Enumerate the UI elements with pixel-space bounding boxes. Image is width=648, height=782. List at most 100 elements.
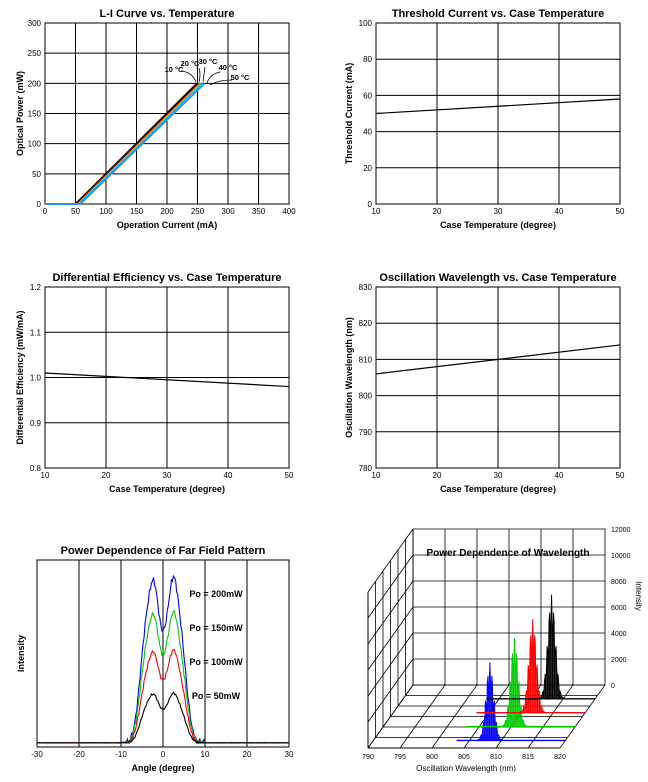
- y-tick-label: 100: [359, 19, 373, 28]
- x-tick-label: 30: [163, 471, 172, 480]
- y-tick-label: 80: [363, 55, 372, 64]
- x-tick-label: 40: [555, 207, 564, 216]
- x-tick-label: 20: [433, 471, 442, 480]
- y-tick-label: 780: [359, 464, 373, 473]
- x-tick-label: 150: [130, 207, 144, 216]
- chart-title: Power Dependence of Wavelength: [427, 548, 590, 559]
- threshold-series-line: [375, 98, 621, 115]
- y-tick-label: 50: [32, 170, 41, 179]
- y-tick-label: 100: [28, 140, 42, 149]
- series-label: Po = 200mW: [189, 589, 243, 599]
- series-label: 10 °C: [165, 65, 184, 74]
- li-series-line: [45, 82, 206, 205]
- x-tick-label: 10: [41, 471, 50, 480]
- x-tick-label: -20: [73, 750, 85, 759]
- y-tick-label: 790: [359, 428, 373, 437]
- chart-oscillation-wavelength: Oscillation Wavelength vs. Case Temperat…: [344, 272, 625, 494]
- series-label: 20 °C: [181, 59, 200, 68]
- z-tick-label: 6000: [611, 605, 627, 612]
- y-tick-label: 1.2: [30, 283, 42, 292]
- x-tick-label: 805: [458, 754, 470, 761]
- y-tick-label: 40: [363, 128, 372, 137]
- y-tick-label: 1.0: [30, 374, 42, 383]
- x-tick-label: 50: [285, 471, 294, 480]
- z-tick-label: 0: [611, 683, 615, 690]
- x-axis-label: Oscillation Wavelength (nm): [416, 764, 516, 773]
- z-tick-label: 2000: [611, 657, 627, 664]
- y-axis-label: Threshold Current (mA): [344, 63, 354, 165]
- x-axis-label: Case Temperature (degree): [440, 484, 556, 494]
- x-tick-label: 20: [243, 750, 252, 759]
- spectrum-envelope: [500, 638, 528, 727]
- z-axis-label: Intensity: [634, 581, 643, 611]
- series-label: Po = 50mW: [192, 691, 241, 701]
- y-tick-label: 800: [359, 392, 373, 401]
- wavelength-series-line: [375, 344, 621, 375]
- x-axis-label: Case Temperature (degree): [440, 220, 556, 230]
- chart-li-curve: L-I Curve vs. Temperature 0 50 100 150 200 250…: [15, 8, 296, 230]
- x-tick-label: 795: [394, 754, 406, 761]
- x-tick-label: 0: [161, 750, 166, 759]
- y-tick-label: 0: [37, 200, 42, 209]
- y-tick-label: 200: [28, 79, 42, 88]
- chart-wavelength-spectrum-3d: Power Dependence of Wavelength 0 2000 4000 6…: [362, 527, 643, 773]
- x-tick-label: 50: [71, 207, 80, 216]
- chart-threshold-current: Threshold Current vs. Case Temperature 10…: [344, 8, 625, 230]
- z-tick-label: 8000: [611, 579, 627, 586]
- chart-title: L-I Curve vs. Temperature: [100, 8, 235, 20]
- y-axis-label: Optical Power (mW): [15, 71, 25, 156]
- y-tick-label: 300: [28, 19, 42, 28]
- x-tick-label: 30: [494, 471, 503, 480]
- z-tick-label: 4000: [611, 631, 627, 638]
- efficiency-series-line: [44, 372, 290, 388]
- x-tick-label: 820: [554, 754, 566, 761]
- x-tick-label: 800: [426, 754, 438, 761]
- x-tick-label: 20: [102, 471, 111, 480]
- far-field-series-line: [37, 691, 290, 744]
- x-tick-label: 0: [43, 207, 48, 216]
- x-tick-label: 300: [221, 207, 235, 216]
- x-tick-label: 50: [616, 207, 625, 216]
- series-label: 50 °C: [231, 73, 250, 82]
- x-tick-label: 790: [362, 754, 374, 761]
- x-tick-label: 10: [372, 471, 381, 480]
- y-tick-label: 810: [359, 355, 373, 364]
- y-tick-label: 250: [28, 49, 42, 58]
- x-tick-label: 40: [555, 471, 564, 480]
- x-tick-label: 100: [99, 207, 113, 216]
- y-tick-label: 830: [359, 283, 373, 292]
- x-axis-label: Case Temperature (degree): [109, 484, 225, 494]
- y-tick-label: 0.9: [30, 419, 42, 428]
- x-axis-label: Angle (degree): [131, 763, 194, 773]
- x-tick-label: 30: [494, 207, 503, 216]
- y-tick-label: 0.8: [30, 464, 42, 473]
- chart-title: Differential Efficiency vs. Case Tempera…: [52, 272, 281, 284]
- chart-title: Oscillation Wavelength vs. Case Temperat…: [379, 272, 616, 284]
- chart-title: Power Dependence of Far Field Pattern: [61, 545, 266, 557]
- x-tick-label: -30: [31, 750, 43, 759]
- x-tick-label: 20: [433, 207, 442, 216]
- x-axis-label: Operation Current (mA): [117, 220, 218, 230]
- x-tick-label: 810: [490, 754, 502, 761]
- y-axis-label: Intensity: [16, 635, 26, 672]
- z-tick-label: 12000: [611, 527, 631, 534]
- x-tick-label: 400: [282, 207, 296, 216]
- y-tick-label: 1.1: [30, 328, 42, 337]
- y-tick-label: 820: [359, 319, 373, 328]
- y-axis-label: Oscillation Wavelength (nm): [344, 317, 354, 438]
- y-axis-label: Differential Efficiency (mW/mA): [15, 310, 25, 444]
- spectrum-envelope: [537, 594, 566, 700]
- y-tick-label: 20: [363, 164, 372, 173]
- series-label: 30 °C: [199, 57, 218, 66]
- x-tick-label: 10: [372, 207, 381, 216]
- x-tick-label: 200: [160, 207, 174, 216]
- chart-differential-efficiency: Differential Efficiency vs. Case Tempera…: [15, 272, 294, 494]
- y-tick-label: 60: [363, 91, 372, 100]
- y-tick-label: 0: [368, 200, 373, 209]
- spectrum-envelope: [475, 662, 504, 741]
- x-tick-label: 50: [616, 471, 625, 480]
- series-label: 40 °C: [219, 63, 238, 72]
- x-tick-label: 350: [252, 207, 266, 216]
- x-tick-label: 815: [522, 754, 534, 761]
